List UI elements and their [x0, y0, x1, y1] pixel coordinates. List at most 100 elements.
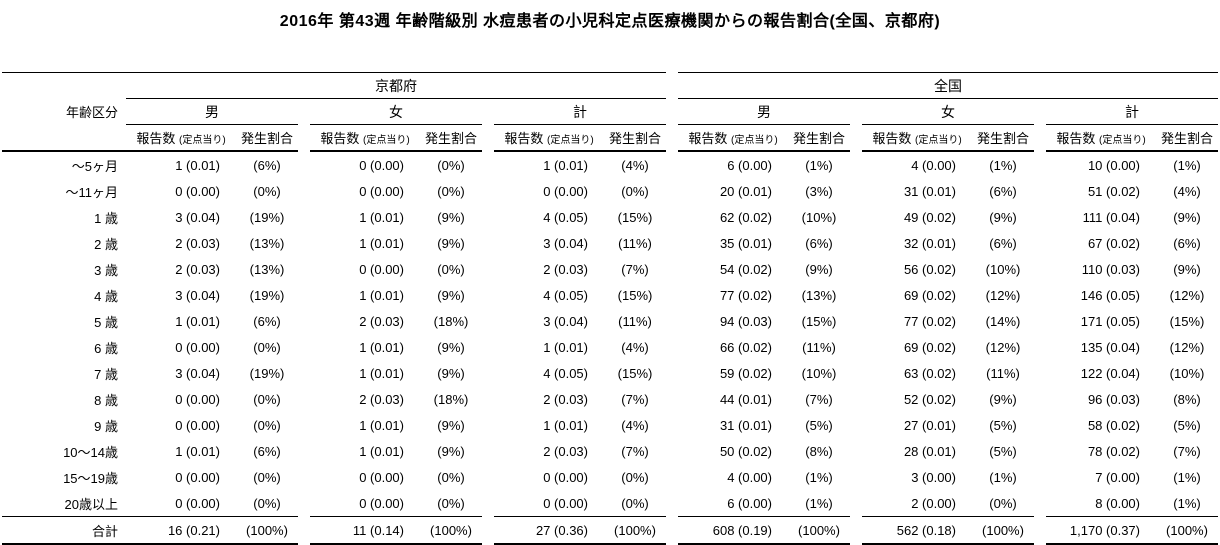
- rate-cell: (6%): [1173, 235, 1201, 251]
- column-spacer: [1034, 438, 1046, 464]
- count-cell: 11 (0.14): [310, 516, 420, 545]
- rate-cell: (11%): [986, 365, 1020, 381]
- column-spacer: [298, 517, 310, 545]
- column-spacer: [482, 99, 494, 125]
- rate-column-header: 発生割合: [604, 124, 666, 152]
- count-cell: 10 (0.00): [1087, 157, 1140, 173]
- rate-column-header: 発生割合: [788, 124, 850, 152]
- rate-cell: (7%): [621, 261, 649, 277]
- table-row: 9 歳 0 (0.00) (0%) 1 (0.01) (9%) 1 (0.01) (4%) 3…: [2, 412, 1218, 438]
- column-spacer: [482, 517, 494, 545]
- rate-cell: (100%): [1156, 516, 1218, 545]
- count-cell: 96 (0.03): [1087, 391, 1140, 407]
- rate-cell: (8%): [805, 443, 833, 459]
- count-note: (定点当り): [730, 135, 778, 146]
- count-cell: 1 (0.01): [359, 209, 404, 225]
- count-label: 報告数: [872, 131, 912, 146]
- column-spacer: [1034, 204, 1046, 230]
- rate-cell: (1%): [1173, 157, 1201, 173]
- page-title: 2016年 第43週 年齢階級別 水痘患者の小児科定点医療機関からの報告割合(全…: [279, 13, 941, 30]
- rate-cell: (0%): [437, 469, 465, 485]
- count-cell: 27 (0.01): [903, 417, 956, 433]
- count-column-header: 報告数 (定点当り): [678, 124, 788, 152]
- column-spacer: [298, 438, 310, 464]
- table-row: ～11ヶ月 0 (0.00) (0%) 0 (0.00) (0%) 0 (0.00) (0%…: [2, 178, 1218, 204]
- column-spacer: [298, 151, 310, 178]
- count-cell: 0 (0.00): [175, 183, 220, 199]
- count-cell: 6 (0.00): [727, 157, 772, 173]
- measure-header-row: 報告数 (定点当り) 発生割合 報告数 (定点当り) 発生割合 報告数 (定点当…: [2, 124, 1218, 152]
- count-cell: 4 (0.05): [543, 209, 588, 225]
- count-cell: 56 (0.02): [903, 261, 956, 277]
- column-spacer: [1034, 99, 1046, 125]
- rate-cell: (6%): [253, 157, 281, 173]
- rate-cell: (12%): [1169, 339, 1205, 355]
- column-spacer: [1034, 386, 1046, 412]
- section-header-kyoto: 京都府: [126, 72, 666, 99]
- age-cell: 7 歳: [94, 366, 118, 382]
- count-cell: 8 (0.00): [1095, 495, 1140, 511]
- column-spacer: [298, 386, 310, 412]
- column-spacer: [482, 256, 494, 282]
- rate-cell: (10%): [801, 209, 837, 225]
- count-cell: 31 (0.01): [719, 417, 772, 433]
- table-row: 2 歳 2 (0.03) (13%) 1 (0.01) (9%) 3 (0.04) (11%…: [2, 230, 1218, 256]
- rate-cell: (19%): [249, 287, 285, 303]
- rate-cell: (9%): [437, 443, 465, 459]
- gender-header-row: 男 女 計 男 女 計: [2, 98, 1218, 125]
- count-cell: 135 (0.04): [1080, 339, 1140, 355]
- count-cell: 1 (0.01): [359, 235, 404, 251]
- rate-cell: (100%): [236, 516, 298, 545]
- rate-cell: (9%): [989, 391, 1017, 407]
- count-cell: 20 (0.01): [719, 183, 772, 199]
- rate-cell: (1%): [989, 157, 1017, 173]
- rate-cell: (15%): [617, 365, 653, 381]
- count-cell: 1 (0.01): [543, 417, 588, 433]
- column-spacer: [1034, 178, 1046, 204]
- count-cell: 78 (0.02): [1087, 443, 1140, 459]
- count-cell: 3 (0.04): [175, 209, 220, 225]
- column-spacer: [298, 412, 310, 438]
- column-spacer: [482, 308, 494, 334]
- count-cell: 1 (0.01): [543, 339, 588, 355]
- count-column-header: 報告数 (定点当り): [494, 124, 604, 152]
- column-spacer: [850, 412, 862, 438]
- rate-cell: (7%): [621, 443, 649, 459]
- rate-cell: (14%): [985, 313, 1021, 329]
- count-label: 報告数: [1056, 131, 1096, 146]
- count-cell: 0 (0.00): [359, 183, 404, 199]
- count-cell: 0 (0.00): [359, 261, 404, 277]
- count-cell: 1 (0.01): [359, 365, 404, 381]
- table-row: 4 歳 3 (0.04) (19%) 1 (0.01) (9%) 4 (0.05) (15%…: [2, 282, 1218, 308]
- count-cell: 1 (0.01): [175, 157, 220, 173]
- section-spacer: [666, 308, 678, 334]
- count-column-header: 報告数 (定点当り): [310, 124, 420, 152]
- count-note: (定点当り): [178, 135, 226, 146]
- rate-cell: (10%): [801, 365, 837, 381]
- count-label: 報告数: [320, 131, 360, 146]
- count-cell: 31 (0.01): [903, 183, 956, 199]
- column-spacer: [1034, 334, 1046, 360]
- count-cell: 0 (0.00): [543, 495, 588, 511]
- count-cell: 66 (0.02): [719, 339, 772, 355]
- column-spacer: [298, 360, 310, 386]
- gender-header-national-total: 計: [1046, 98, 1218, 125]
- count-cell: 69 (0.02): [903, 287, 956, 303]
- rate-cell: (18%): [433, 313, 469, 329]
- count-cell: 1 (0.01): [175, 443, 220, 459]
- column-spacer: [298, 99, 310, 125]
- gender-header-national-female: 女: [862, 98, 1034, 125]
- count-note: (定点当り): [362, 135, 410, 146]
- count-cell: 3 (0.04): [543, 235, 588, 251]
- rate-cell: (5%): [989, 443, 1017, 459]
- column-spacer: [850, 178, 862, 204]
- count-cell: 94 (0.03): [719, 313, 772, 329]
- gender-header-kyoto-male: 男: [126, 98, 298, 125]
- count-cell: 1 (0.01): [543, 157, 588, 173]
- age-cell: 10～14歳: [63, 444, 118, 460]
- count-cell: 171 (0.05): [1080, 313, 1140, 329]
- rate-cell: (7%): [805, 391, 833, 407]
- section-spacer: [666, 490, 678, 517]
- rate-cell: (10%): [985, 261, 1021, 277]
- rate-cell: (11%): [618, 313, 652, 329]
